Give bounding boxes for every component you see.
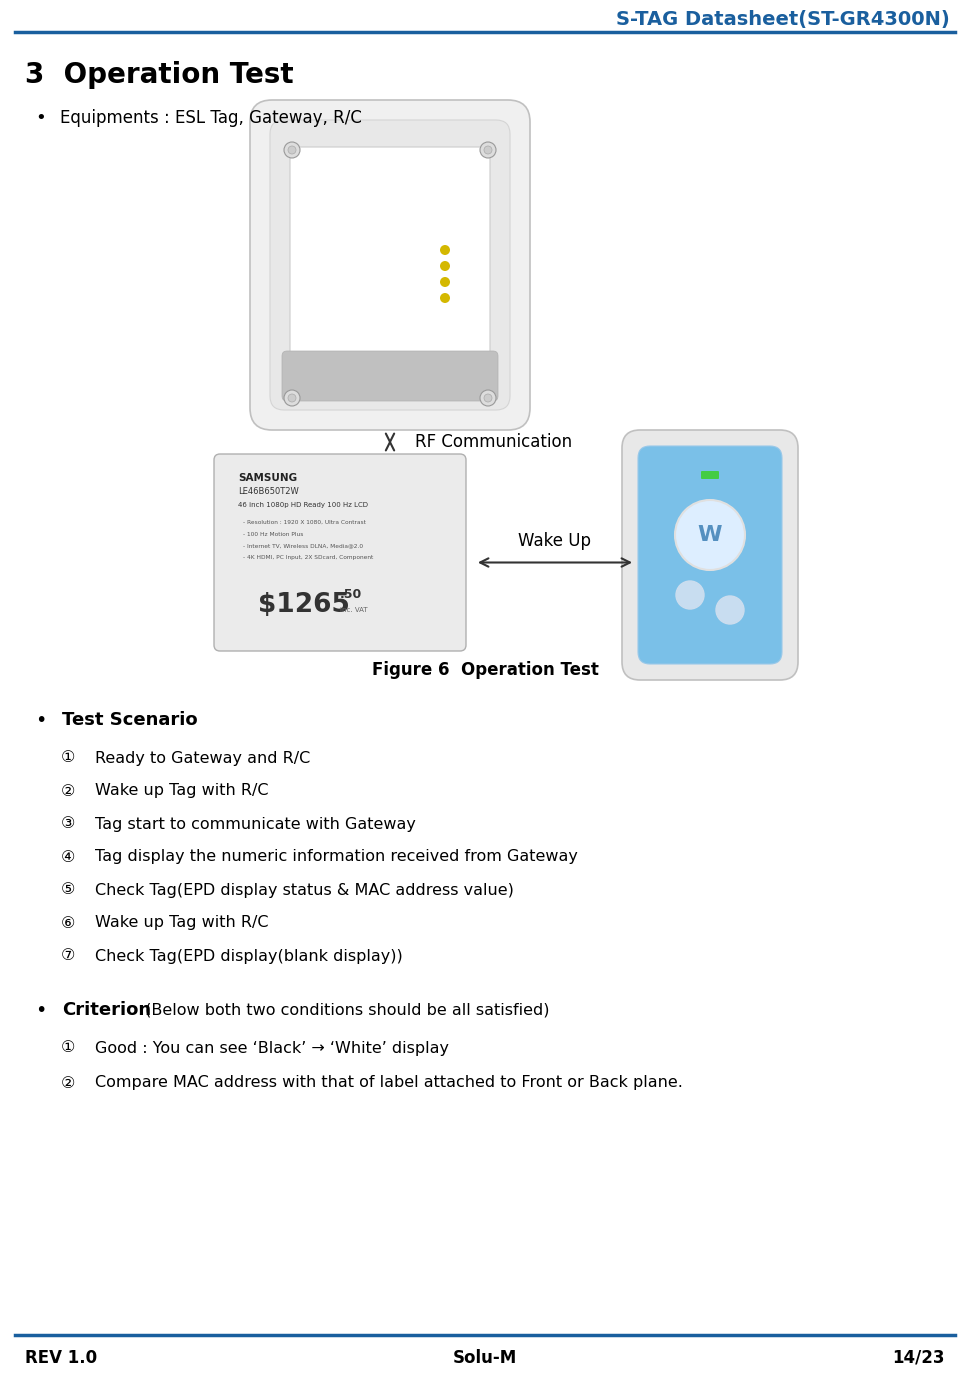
Circle shape bbox=[288, 146, 296, 154]
Text: Wake Up: Wake Up bbox=[518, 532, 591, 550]
Text: ③: ③ bbox=[61, 816, 76, 831]
Circle shape bbox=[484, 146, 491, 154]
Circle shape bbox=[674, 500, 744, 570]
Circle shape bbox=[675, 581, 703, 609]
Text: Check Tag(EPD display(blank display)): Check Tag(EPD display(blank display)) bbox=[95, 948, 402, 963]
Circle shape bbox=[284, 142, 299, 158]
Text: .50: .50 bbox=[340, 588, 361, 602]
Text: (Below both two conditions should be all satisfied): (Below both two conditions should be all… bbox=[140, 1003, 548, 1018]
Text: S-TAG Datasheet(ST-GR4300N): S-TAG Datasheet(ST-GR4300N) bbox=[615, 11, 949, 29]
Text: Equipments : ESL Tag, Gateway, R/C: Equipments : ESL Tag, Gateway, R/C bbox=[60, 109, 361, 126]
Text: RF Communication: RF Communication bbox=[415, 433, 572, 451]
Text: Tag display the numeric information received from Gateway: Tag display the numeric information rece… bbox=[95, 849, 578, 864]
Text: LE46B650T2W: LE46B650T2W bbox=[237, 488, 298, 496]
Text: Tag start to communicate with Gateway: Tag start to communicate with Gateway bbox=[95, 816, 416, 831]
Text: Ready to Gateway and R/C: Ready to Gateway and R/C bbox=[95, 750, 310, 765]
Text: Criterion: Criterion bbox=[62, 1002, 151, 1020]
Text: ⑤: ⑤ bbox=[61, 882, 76, 897]
FancyBboxPatch shape bbox=[214, 453, 465, 651]
Text: 14/23: 14/23 bbox=[891, 1349, 944, 1367]
Circle shape bbox=[440, 278, 450, 287]
Circle shape bbox=[484, 394, 491, 403]
Text: Wake up Tag with R/C: Wake up Tag with R/C bbox=[95, 915, 268, 930]
Text: Check Tag(EPD display status & MAC address value): Check Tag(EPD display status & MAC addre… bbox=[95, 882, 514, 897]
Text: ⑥: ⑥ bbox=[61, 915, 76, 930]
FancyBboxPatch shape bbox=[282, 350, 497, 401]
Text: - Internet TV, Wireless DLNA, Media@2.0: - Internet TV, Wireless DLNA, Media@2.0 bbox=[243, 544, 362, 548]
Text: Inc. VAT: Inc. VAT bbox=[340, 607, 367, 613]
Circle shape bbox=[715, 596, 743, 624]
FancyBboxPatch shape bbox=[701, 471, 718, 480]
FancyBboxPatch shape bbox=[269, 120, 510, 409]
Text: ⑦: ⑦ bbox=[61, 948, 76, 963]
Text: ②: ② bbox=[61, 783, 76, 798]
Text: Solu-M: Solu-M bbox=[453, 1349, 516, 1367]
FancyBboxPatch shape bbox=[621, 430, 797, 680]
Text: - 4K HDMI, PC Input, 2X SDcard, Component: - 4K HDMI, PC Input, 2X SDcard, Componen… bbox=[243, 555, 373, 561]
Circle shape bbox=[288, 394, 296, 403]
Circle shape bbox=[480, 142, 495, 158]
Text: ①: ① bbox=[61, 750, 76, 765]
Text: $1265: $1265 bbox=[258, 592, 350, 618]
Text: •: • bbox=[35, 710, 47, 730]
Text: 3  Operation Test: 3 Operation Test bbox=[25, 60, 294, 89]
Text: Good : You can see ‘Black’ → ‘White’ display: Good : You can see ‘Black’ → ‘White’ dis… bbox=[95, 1040, 449, 1055]
Text: - 100 Hz Motion Plus: - 100 Hz Motion Plus bbox=[243, 532, 303, 536]
Text: ①: ① bbox=[61, 1040, 76, 1055]
Text: •: • bbox=[35, 1000, 47, 1020]
Text: ④: ④ bbox=[61, 849, 76, 864]
Circle shape bbox=[440, 261, 450, 271]
Text: Compare MAC address with that of label attached to Front or Back plane.: Compare MAC address with that of label a… bbox=[95, 1076, 682, 1091]
Circle shape bbox=[480, 390, 495, 405]
Text: •: • bbox=[35, 109, 46, 126]
Text: 46 inch 1080p HD Ready 100 Hz LCD: 46 inch 1080p HD Ready 100 Hz LCD bbox=[237, 502, 367, 508]
Text: Test Scenario: Test Scenario bbox=[62, 710, 198, 730]
FancyBboxPatch shape bbox=[638, 447, 781, 664]
Circle shape bbox=[440, 293, 450, 304]
Text: REV 1.0: REV 1.0 bbox=[25, 1349, 97, 1367]
Circle shape bbox=[284, 390, 299, 405]
Text: - Resolution : 1920 X 1080, Ultra Contrast: - Resolution : 1920 X 1080, Ultra Contra… bbox=[243, 519, 365, 525]
Text: Wake up Tag with R/C: Wake up Tag with R/C bbox=[95, 783, 268, 798]
Circle shape bbox=[440, 245, 450, 256]
Text: ②: ② bbox=[61, 1076, 76, 1091]
FancyBboxPatch shape bbox=[290, 147, 489, 368]
FancyBboxPatch shape bbox=[250, 100, 529, 430]
Text: Figure 6  Operation Test: Figure 6 Operation Test bbox=[371, 661, 598, 679]
Text: W: W bbox=[697, 525, 722, 545]
Text: SAMSUNG: SAMSUNG bbox=[237, 473, 297, 484]
